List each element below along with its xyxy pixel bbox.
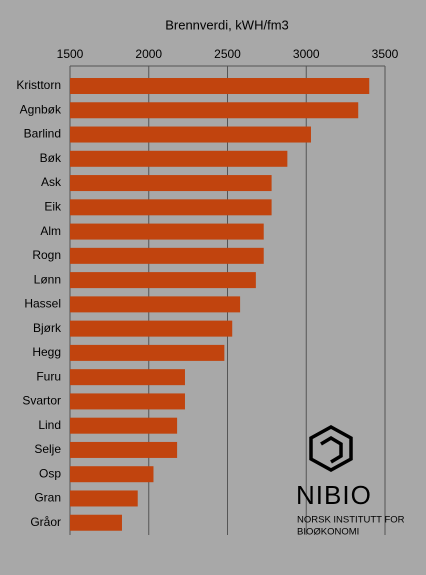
y-tick-label: Hassel [24, 297, 61, 311]
bar [70, 199, 272, 216]
bar [70, 102, 359, 119]
y-tick-label: Alm [40, 224, 61, 238]
bar [70, 126, 311, 143]
bar [70, 514, 122, 531]
bar [70, 320, 233, 337]
y-tick-label: Bøk [40, 151, 62, 165]
logo-name: NIBIO [296, 480, 372, 510]
bar [70, 369, 185, 386]
y-tick-label: Kristtorn [16, 78, 61, 92]
y-tick-label: Ask [41, 175, 62, 189]
y-tick-label: Furu [36, 369, 61, 383]
x-tick-label: 3500 [372, 47, 399, 61]
x-tick-label: 2000 [135, 47, 162, 61]
y-tick-label: Agnbøk [20, 102, 62, 116]
y-tick-label: Selje [34, 442, 61, 456]
bar [70, 441, 178, 458]
y-tick-label: Gran [34, 491, 61, 505]
y-tick-label: Svartor [22, 394, 61, 408]
logo-subtitle: NORSK INSTITUTT FOR [297, 515, 405, 526]
x-tick-label: 2500 [214, 47, 241, 61]
logo: NIBIO NORSK INSTITUTT FOR BIOØKONOMI [296, 425, 405, 538]
logo-subtitle: BIOØKONOMI [297, 527, 359, 538]
bar [70, 490, 138, 507]
bar [70, 272, 256, 289]
bar [70, 466, 154, 483]
bar [70, 223, 264, 240]
x-tick-label: 3000 [293, 47, 320, 61]
y-tick-label: Barlind [24, 127, 61, 141]
bar [70, 344, 225, 361]
bar [70, 150, 288, 167]
bar [70, 296, 241, 313]
y-tick-label: Lønn [34, 272, 61, 286]
y-tick-label: Osp [39, 466, 61, 480]
y-tick-label: Eik [44, 199, 62, 213]
logo-icon [309, 425, 353, 472]
y-tick-label: Rogn [32, 248, 61, 262]
y-tick-label: Gråor [30, 515, 61, 529]
bar [70, 393, 185, 410]
x-tick-label: 1500 [57, 47, 84, 61]
y-tick-label: Hegg [32, 345, 61, 359]
y-tick-label: Lind [38, 418, 61, 432]
bar [70, 417, 178, 434]
bar [70, 78, 370, 94]
bar [70, 175, 272, 192]
y-tick-label: Bjørk [33, 321, 62, 335]
chart-title: Brennverdi, kWH/fm3 [165, 17, 289, 32]
bar [70, 247, 264, 264]
